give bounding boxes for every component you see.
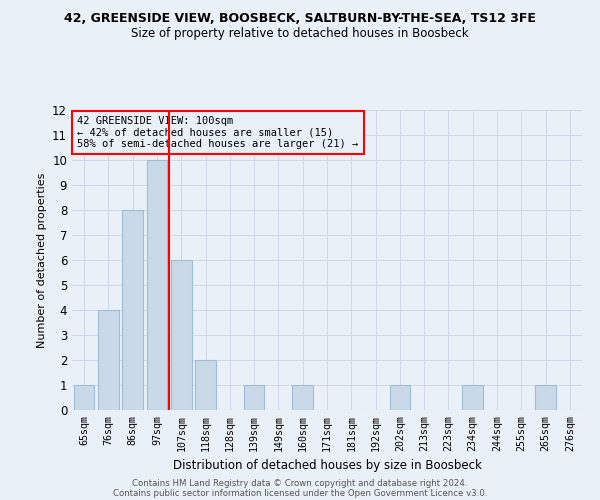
Text: Contains public sector information licensed under the Open Government Licence v3: Contains public sector information licen… bbox=[113, 488, 487, 498]
Bar bbox=[195, 360, 216, 410]
Bar bbox=[535, 385, 556, 410]
Bar bbox=[389, 385, 410, 410]
X-axis label: Distribution of detached houses by size in Boosbeck: Distribution of detached houses by size … bbox=[173, 459, 481, 472]
Text: 42 GREENSIDE VIEW: 100sqm
← 42% of detached houses are smaller (15)
58% of semi-: 42 GREENSIDE VIEW: 100sqm ← 42% of detac… bbox=[77, 116, 358, 149]
Text: Size of property relative to detached houses in Boosbeck: Size of property relative to detached ho… bbox=[131, 28, 469, 40]
Text: Contains HM Land Registry data © Crown copyright and database right 2024.: Contains HM Land Registry data © Crown c… bbox=[132, 478, 468, 488]
Bar bbox=[171, 260, 191, 410]
Bar bbox=[74, 385, 94, 410]
Bar bbox=[244, 385, 265, 410]
Bar bbox=[98, 310, 119, 410]
Y-axis label: Number of detached properties: Number of detached properties bbox=[37, 172, 47, 348]
Bar bbox=[122, 210, 143, 410]
Bar bbox=[146, 160, 167, 410]
Bar bbox=[463, 385, 483, 410]
Bar bbox=[292, 385, 313, 410]
Text: 42, GREENSIDE VIEW, BOOSBECK, SALTBURN-BY-THE-SEA, TS12 3FE: 42, GREENSIDE VIEW, BOOSBECK, SALTBURN-B… bbox=[64, 12, 536, 26]
